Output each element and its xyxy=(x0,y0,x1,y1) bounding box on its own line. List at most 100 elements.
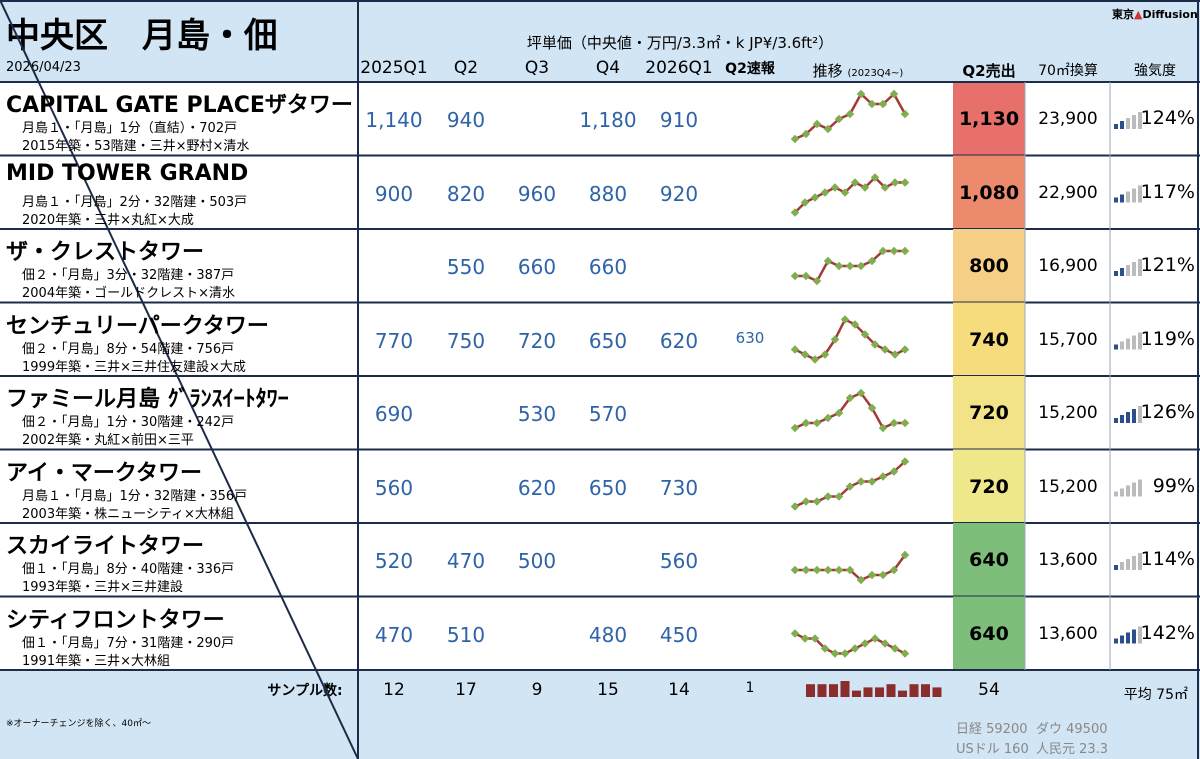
q2-sale: 1,080 xyxy=(958,181,1020,204)
detail: 1999年築・三井×三井住友建設×大成 xyxy=(22,359,246,375)
spark-point xyxy=(790,134,800,144)
spark-point xyxy=(900,418,910,428)
spark-point xyxy=(889,246,899,256)
spark-point xyxy=(790,629,800,638)
spark-point xyxy=(900,457,910,466)
trend-header: 推移 (2023Q4~) xyxy=(813,60,904,81)
spark-point xyxy=(845,482,855,491)
spark-point xyxy=(790,271,800,281)
spark-point xyxy=(823,565,833,575)
sample-hist-bar xyxy=(852,690,861,697)
meter-bar xyxy=(1120,121,1124,129)
price: 880 xyxy=(588,181,628,206)
q2-cell xyxy=(953,449,1025,523)
spark-point xyxy=(856,575,866,585)
spark-point xyxy=(889,418,899,428)
spark-point xyxy=(801,565,811,575)
price: 570 xyxy=(588,402,628,426)
unit: 坪単価（中央値・万円/3.3㎡・k JP¥/3.6ft²） xyxy=(526,34,834,52)
sample-hist-bar xyxy=(921,684,930,697)
meter-bar xyxy=(1132,188,1136,203)
note: ※オーナーチェンジを除く、40㎡〜 xyxy=(6,719,151,729)
detail: 月島１・「月島」1分（直結）・702戸 xyxy=(22,121,238,136)
q2-sale: 720 xyxy=(969,475,1009,498)
usd: USドル 160 xyxy=(956,742,1029,757)
price: 510 xyxy=(446,622,486,647)
detail: 佃１・「月島」8分・40階建・336戸 xyxy=(22,562,235,577)
sqm70: 15,700 xyxy=(1038,329,1098,350)
spark-point xyxy=(860,330,870,339)
sqm70: 22,900 xyxy=(1038,182,1098,203)
column-header: Q2速報 xyxy=(725,61,775,77)
meter-bar xyxy=(1120,415,1124,423)
spark-point xyxy=(790,423,800,433)
sample-hist-bar xyxy=(817,684,827,697)
spark-point xyxy=(800,350,810,359)
meter-bar xyxy=(1138,406,1142,423)
meter-bar xyxy=(1138,112,1142,129)
price: 1,180 xyxy=(579,108,637,132)
meter-bar xyxy=(1120,488,1124,497)
spark-point xyxy=(812,565,822,575)
meter-bar xyxy=(1114,638,1118,644)
meter-bar xyxy=(1120,562,1124,570)
detail: 1993年築・三井×三井建設 xyxy=(22,580,183,595)
price: 820 xyxy=(446,181,486,206)
footer-bg xyxy=(0,670,1200,759)
q2-sale: 1,130 xyxy=(958,108,1020,130)
meter-bar xyxy=(1132,629,1136,644)
price: 650 xyxy=(588,475,628,500)
sample-hist-bar xyxy=(840,681,850,697)
spark-point xyxy=(850,644,860,653)
price: 480 xyxy=(588,622,628,647)
meter-bar xyxy=(1132,335,1136,350)
meter-bar xyxy=(1114,491,1118,497)
spark-point xyxy=(845,565,855,575)
spark-point xyxy=(820,188,830,197)
dow: ダウ 49500 xyxy=(1036,722,1108,737)
detail: 2002年築・丸紅×前田×三平 xyxy=(22,433,194,448)
q2-sale: 800 xyxy=(969,255,1009,277)
meter-bar xyxy=(1126,265,1130,276)
price: 530 xyxy=(517,402,557,426)
spark-point xyxy=(889,467,899,476)
sample-hist-bar xyxy=(898,690,907,697)
sqm70: 23,900 xyxy=(1038,109,1098,129)
name: ファミール月島 ｸﾞﾗﾝｽｲｰﾄﾀﾜｰ xyxy=(6,387,289,412)
price: 960 xyxy=(517,181,557,206)
spark-point xyxy=(810,634,820,643)
spark-point xyxy=(856,477,866,486)
price: 720 xyxy=(517,328,557,353)
strength: 124% xyxy=(1140,107,1195,129)
spark-point xyxy=(812,418,822,428)
spark-point xyxy=(890,644,900,653)
spark-point xyxy=(850,320,860,329)
spark-point xyxy=(845,393,855,403)
price: 560 xyxy=(659,549,699,573)
spark-point xyxy=(834,408,844,418)
spark-point xyxy=(878,472,888,481)
detail: 月島１・「月島」1分・32階建・356戸 xyxy=(22,488,248,504)
spark-point xyxy=(856,261,866,271)
spark-point xyxy=(810,355,820,364)
spark-point xyxy=(812,276,822,286)
price: 470 xyxy=(446,549,486,573)
trend-note: (2023Q4~) xyxy=(847,68,904,79)
meter-bar xyxy=(1114,565,1118,570)
meter-bar xyxy=(1120,268,1124,276)
sparkline xyxy=(794,175,905,214)
meter-bar xyxy=(1114,418,1118,423)
sample-hist-bar xyxy=(875,687,884,697)
price: 730 xyxy=(659,475,699,500)
detail: 1991年築・三井×大林組 xyxy=(22,653,170,669)
spark-point xyxy=(823,492,833,501)
name: CAPITAL GATE PLACEザタワー xyxy=(6,93,353,118)
spark-point xyxy=(830,649,840,658)
meter-bar xyxy=(1132,115,1136,129)
meter-bar xyxy=(1138,479,1142,497)
q2-sale: 720 xyxy=(969,402,1009,424)
spark-point xyxy=(900,550,910,560)
spark-point xyxy=(900,345,910,354)
meter-bar xyxy=(1126,118,1130,129)
spark-point xyxy=(830,183,840,192)
